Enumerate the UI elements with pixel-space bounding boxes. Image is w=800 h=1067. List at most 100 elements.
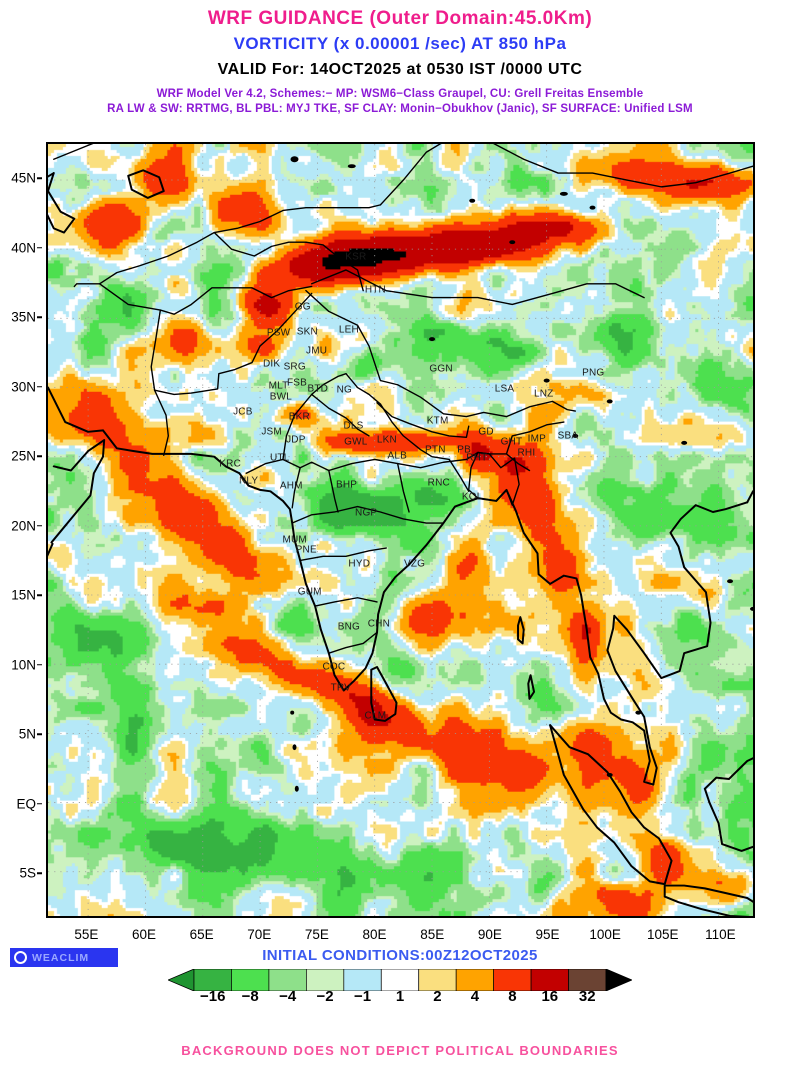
lat-tick-label: 5S <box>19 865 36 881</box>
city-label: KOL <box>461 491 483 503</box>
city-label: BHP <box>335 479 358 491</box>
city-label: LNZ <box>533 388 554 400</box>
city-label: GHT <box>500 436 523 448</box>
latitude-axis: 45N 40N 35N 30N 25N 20N 15N 10N 5N EQ 5S <box>0 142 42 918</box>
lat-tick-label: 40N <box>11 240 36 256</box>
city-label: JCB <box>233 406 253 418</box>
city-label: SBA <box>557 430 579 442</box>
lon-tick-label: 60E <box>131 927 156 942</box>
lon-tick-label: 90E <box>477 927 502 942</box>
disclaimer-note: BACKGROUND DOES NOT DEPICT POLITICAL BOU… <box>181 1043 619 1058</box>
city-label: TRV <box>330 682 352 694</box>
city-label: CLM <box>364 710 387 722</box>
model-scheme-line-1: WRF Model Ver 4.2, Schemes:− MP: WSM6−Cl… <box>156 88 644 100</box>
city-label: MUM <box>282 534 307 546</box>
city-label: COC <box>322 661 346 673</box>
lon-tick-label: 55E <box>74 927 99 942</box>
city-label: GG <box>294 301 311 313</box>
city-label: VZG <box>404 558 426 570</box>
city-label-layer: KSR HTN GG PSW SKN LEH JMU DIK SRG GGN FSB MLT BTD NG… <box>48 144 753 916</box>
lat-tick-label: 5N <box>18 726 36 742</box>
colorbar-tick: 32 <box>578 988 596 1005</box>
city-label: RHT <box>466 452 488 464</box>
lon-tick-label: 75E <box>304 927 329 942</box>
colorbar-tick: 8 <box>508 988 517 1005</box>
page-title: WRF GUIDANCE (Outer Domain:45.0Km) <box>207 8 593 29</box>
lon-tick-label: 65E <box>189 927 214 942</box>
lat-tick-label: 45N <box>11 170 36 186</box>
lon-tick-label: 105E <box>647 927 679 942</box>
lat-tick-mark <box>37 664 42 666</box>
city-label: PB <box>457 444 472 456</box>
colorbar-tick: −2 <box>316 988 334 1005</box>
lat-tick-mark <box>37 455 42 458</box>
lat-tick-label: 15N <box>11 587 36 603</box>
city-label: GWL <box>344 436 368 448</box>
lat-lon-gridlines <box>48 144 753 916</box>
coastline-boundary-overlay <box>48 144 753 916</box>
colorbar-tick: 16 <box>541 988 559 1005</box>
city-label: GGN <box>429 363 453 375</box>
city-label: JSM <box>261 426 282 438</box>
lon-tick-label: 95E <box>535 927 560 942</box>
lat-tick-mark <box>37 177 42 179</box>
city-label: MLT <box>268 380 289 392</box>
colorbar-tick: −1 <box>353 988 372 1005</box>
city-label: JDP <box>286 434 306 446</box>
ring-icon <box>14 951 27 964</box>
lon-tick-label: 70E <box>247 927 272 942</box>
city-label: KRC <box>219 458 241 470</box>
longitude-axis: 55E 60E 65E 70E 75E 80E 85E 90E 95E 100E 105E 110E <box>46 918 755 948</box>
colorbar-tick: −8 <box>241 988 259 1005</box>
city-label: NGP <box>355 507 378 519</box>
lat-tick-mark <box>37 386 42 388</box>
colorbar-tick: −16 <box>199 988 226 1005</box>
city-label: DLS <box>343 420 364 432</box>
city-label: BTD <box>307 383 329 395</box>
city-label: HTN <box>364 284 386 296</box>
city-label: DIK <box>263 358 281 370</box>
city-label: CHN <box>367 618 390 630</box>
colorbar <box>168 969 632 991</box>
lat-tick-label: 25N <box>11 448 36 464</box>
city-label: PTN <box>425 444 446 456</box>
colorbar-tick: 2 <box>433 988 442 1005</box>
lat-tick-mark <box>37 733 42 736</box>
weaclim-logo-text: WEACLIM <box>32 951 90 964</box>
city-label: ALB <box>387 450 408 461</box>
colorbar-tick: 4 <box>470 988 480 1005</box>
lat-tick-mark <box>37 594 42 597</box>
lon-tick-label: 110E <box>705 927 736 942</box>
city-label: RNC <box>427 477 450 489</box>
city-label: HYD <box>348 558 371 570</box>
lat-tick-label: EQ <box>16 796 36 812</box>
valid-time-label: VALID For: 14OCT2025 at 0530 IST /0000 U… <box>217 61 583 78</box>
city-label: BKR <box>288 411 310 423</box>
colorbar-tick-labels: −16 −8 −4 −2 −1 1 2 4 8 16 32 <box>168 988 632 1010</box>
model-scheme-line-2: RA LW & SW: RRTMG, BL PBL: MYJ TKE, SF C… <box>107 103 693 115</box>
chart-header: WRF GUIDANCE (Outer Domain:45.0Km) VORTI… <box>0 0 800 117</box>
lat-tick-label: 35N <box>11 309 36 325</box>
city-label: AHM <box>279 480 303 492</box>
city-label: PNG <box>582 367 605 379</box>
lat-tick-mark <box>37 525 42 527</box>
city-label: NLY <box>238 475 259 487</box>
lon-tick-label: 80E <box>362 927 387 942</box>
city-label: IMP <box>527 433 546 445</box>
lon-tick-label: 85E <box>420 927 445 942</box>
city-label: PSW <box>266 327 291 339</box>
city-label: UTL <box>269 452 290 464</box>
city-label: LKN <box>376 434 397 446</box>
weaclim-logo-badge: WEACLIM <box>10 948 118 967</box>
city-label: GUM <box>297 586 322 598</box>
lat-tick-mark <box>37 246 42 249</box>
initial-conditions-label: INITIAL CONDITIONS:00Z12OCT2025 <box>262 947 538 964</box>
city-label: BWL <box>269 391 292 403</box>
lat-tick-mark <box>37 316 42 318</box>
lat-tick-mark <box>37 872 42 875</box>
lat-tick-label: 30N <box>11 379 36 395</box>
city-label: GD <box>478 426 494 438</box>
city-label: KSR <box>345 251 367 263</box>
city-label: LSA <box>494 383 515 395</box>
vorticity-field-raster <box>48 144 753 916</box>
